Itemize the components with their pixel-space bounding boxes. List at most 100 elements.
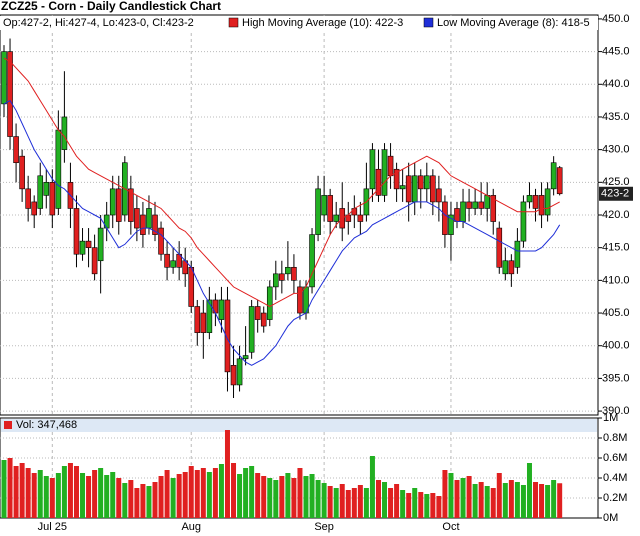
- candle-body: [399, 185, 406, 190]
- candle-body: [13, 136, 19, 164]
- volume-bar: [164, 470, 170, 518]
- volume-bar: [212, 468, 218, 518]
- candle-body: [236, 358, 243, 386]
- candle-body: [430, 175, 436, 203]
- moving-average-line: [3, 57, 560, 308]
- candle-body: [357, 214, 364, 222]
- candle-body: [285, 266, 291, 275]
- volume-bar: [200, 468, 206, 518]
- volume-bar: [206, 472, 212, 518]
- volume-bar: [466, 476, 472, 518]
- candle-body: [242, 355, 249, 360]
- volume-bar: [539, 484, 545, 518]
- candle-body: [55, 129, 62, 209]
- legend-swatch: [423, 17, 434, 28]
- y-tick-label: 435.0: [602, 111, 630, 123]
- candle-body: [97, 227, 104, 262]
- candle-body: [19, 155, 25, 190]
- candle-body: [37, 175, 44, 209]
- candle-body: [194, 306, 201, 333]
- candle-body: [375, 168, 382, 196]
- candle-body: [152, 214, 158, 235]
- legend-label: High Moving Average (10): 422-3: [242, 17, 403, 29]
- volume-bar: [218, 464, 224, 518]
- volume-bar: [333, 488, 339, 518]
- volume-bar: [231, 463, 237, 518]
- volume-bar: [363, 488, 369, 518]
- volume-bar: [110, 472, 116, 518]
- candle-body: [140, 214, 146, 235]
- volume-bar: [194, 470, 200, 518]
- candle-body: [164, 253, 170, 268]
- candle-body: [423, 175, 430, 190]
- candle-body: [508, 260, 515, 275]
- volume-header: [1, 419, 597, 432]
- volume-bar: [430, 493, 436, 518]
- y-tick-label: 0M: [603, 512, 618, 524]
- volume-swatch: [4, 421, 12, 429]
- volume-bar: [345, 490, 351, 518]
- volume-bar: [1, 460, 7, 518]
- volume-bar: [19, 463, 25, 518]
- candle-body: [393, 168, 400, 190]
- volume-bar: [514, 482, 520, 518]
- y-tick-label: 0.8M: [603, 432, 627, 444]
- volume-bar: [261, 476, 267, 518]
- volume-bar: [237, 474, 243, 518]
- volume-bar: [146, 486, 152, 518]
- candle-body: [218, 299, 225, 320]
- volume-bar: [551, 480, 557, 518]
- volume-bar: [128, 480, 134, 518]
- y-tick-label: 430.0: [602, 144, 630, 156]
- last-price-label: 423-2: [601, 188, 629, 200]
- volume-bar: [55, 473, 61, 518]
- price-panel: [0, 14, 599, 416]
- legend-swatch: [228, 17, 239, 28]
- candle-body: [327, 195, 333, 222]
- candle-body: [556, 167, 563, 195]
- volume-bar: [327, 486, 333, 518]
- volume-bar: [279, 476, 285, 518]
- volume-bar: [339, 484, 345, 518]
- candle-body: [309, 234, 315, 288]
- candle-body: [321, 195, 327, 216]
- volume-bar: [375, 480, 381, 518]
- volume-bar: [7, 458, 13, 518]
- candle-body: [115, 188, 122, 222]
- candle-body: [484, 195, 491, 209]
- volume-bar: [255, 473, 261, 518]
- candle-body: [61, 116, 68, 150]
- volume-bar: [508, 480, 514, 518]
- legend-band: [0, 16, 598, 30]
- volume-bar: [484, 486, 490, 518]
- candle-body: [91, 247, 98, 275]
- volume-bar: [309, 474, 315, 518]
- volume-bar: [49, 478, 55, 518]
- candle-body: [170, 260, 176, 268]
- y-tick-label: 1M: [603, 412, 618, 424]
- candle-body: [496, 227, 503, 268]
- volume-bar: [472, 484, 478, 518]
- candle-body: [128, 188, 134, 222]
- x-tick-label: Oct: [442, 521, 459, 533]
- volume-bar: [502, 483, 508, 518]
- volume-bar: [412, 488, 418, 518]
- volume-bar: [545, 485, 551, 518]
- volume-bar: [224, 430, 230, 518]
- volume-bar: [104, 475, 110, 518]
- volume-bar: [496, 473, 502, 518]
- volume-bar: [448, 473, 454, 518]
- volume-bar: [357, 485, 363, 518]
- y-tick-label: 405.0: [602, 307, 630, 319]
- volume-bar: [188, 466, 194, 518]
- volume-bar: [61, 466, 67, 518]
- volume-bar: [243, 468, 249, 518]
- candle-body: [230, 365, 237, 386]
- candle-body: [206, 299, 213, 333]
- volume-bar: [86, 476, 92, 518]
- volume-bar: [424, 494, 430, 518]
- volume-bar: [291, 478, 297, 518]
- y-tick-label: 450.0: [602, 13, 630, 25]
- candle-body: [254, 306, 261, 320]
